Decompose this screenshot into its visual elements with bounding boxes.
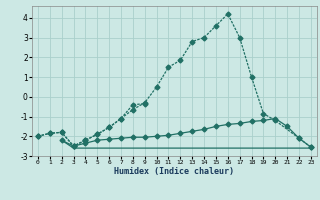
X-axis label: Humidex (Indice chaleur): Humidex (Indice chaleur) (115, 167, 234, 176)
